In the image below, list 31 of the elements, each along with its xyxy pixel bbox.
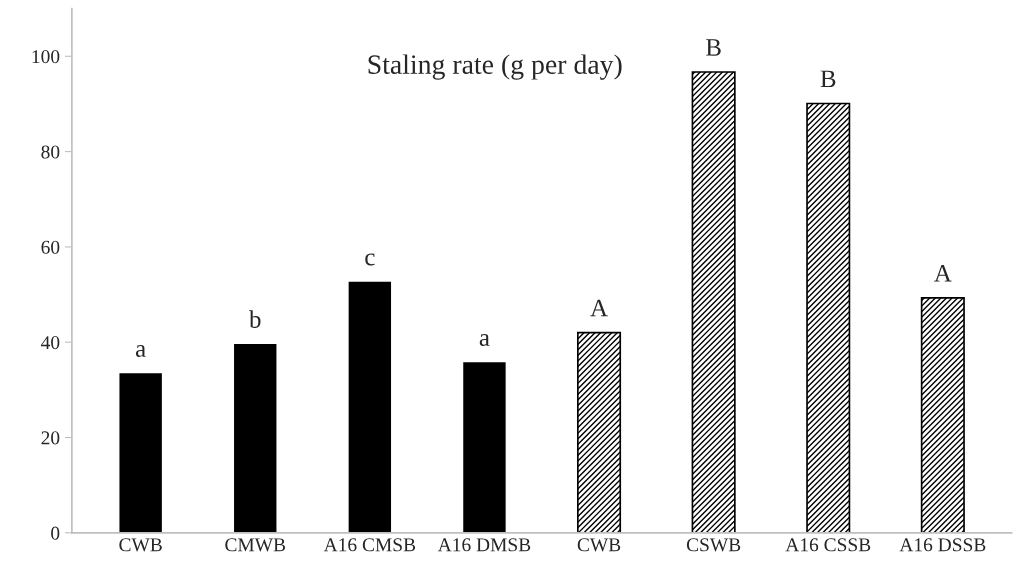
y-tick-label: 80: [41, 145, 60, 159]
data-label: b: [249, 310, 261, 328]
data-label: a: [135, 345, 146, 357]
y-tick-label: 100: [32, 50, 60, 64]
bar: [234, 344, 277, 533]
x-tick-label: A16 DMSB: [437, 538, 531, 552]
x-tick-label: CSWB: [686, 538, 741, 552]
bar: [119, 373, 162, 533]
bar: [463, 362, 506, 533]
x-tick-label: A16 CMSB: [323, 538, 416, 552]
x-tick-label: CWB: [119, 538, 162, 552]
data-label: a: [479, 334, 490, 347]
y-tick-label: 60: [41, 240, 60, 254]
y-tick-label: 0: [51, 526, 60, 540]
x-tick-label: CMWB: [225, 538, 286, 552]
bar: [920, 297, 965, 533]
x-tick-label: CWB: [577, 538, 621, 552]
y-tick-label: 40: [41, 336, 60, 350]
bar: [691, 71, 736, 533]
x-tick-label: A16 CSSB: [785, 538, 871, 552]
data-label: B: [706, 39, 721, 56]
bar: [348, 281, 392, 533]
data-label: A: [934, 264, 952, 282]
data-label: c: [365, 253, 375, 266]
bar: [577, 331, 622, 533]
y-tick-label: 20: [41, 431, 60, 445]
bar: [806, 102, 851, 533]
text: Staling rate (g per day): [368, 54, 622, 80]
data-label: B: [820, 70, 836, 88]
x-tick-label: A16 DSSB: [899, 538, 986, 552]
data-label: A: [590, 299, 608, 317]
